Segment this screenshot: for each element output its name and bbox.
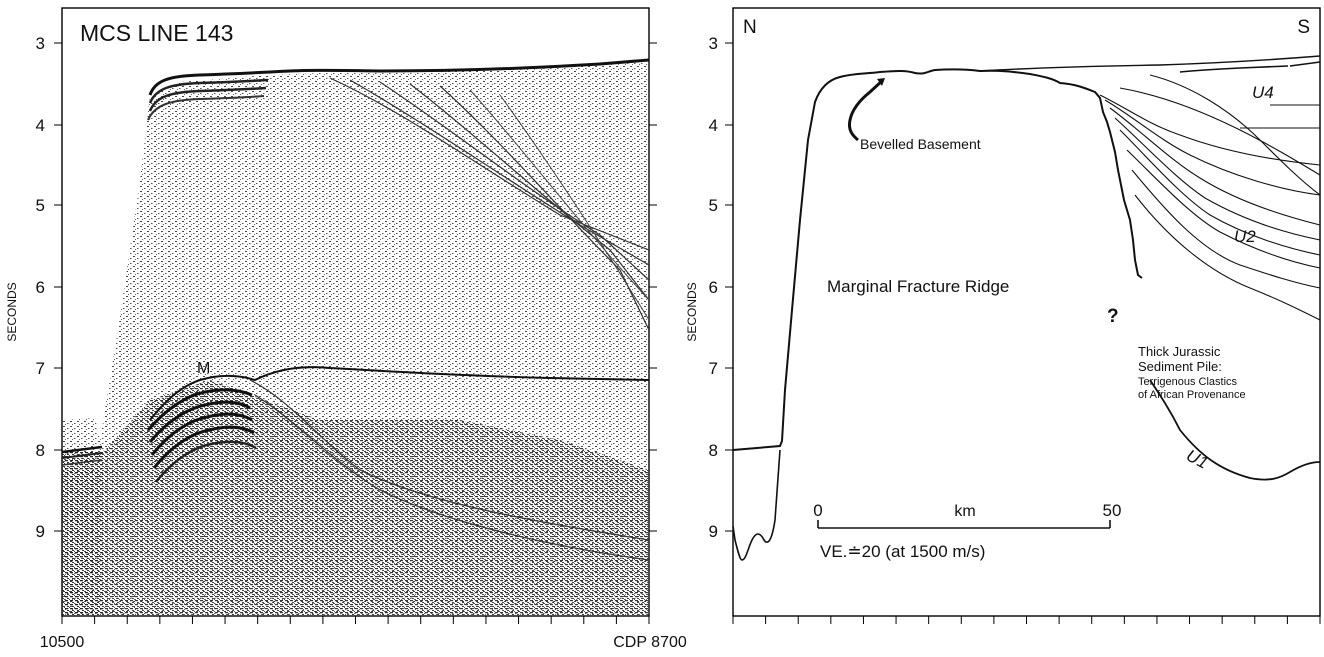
interp-y-tick-9: 9 (709, 522, 718, 541)
south-label: S (1297, 17, 1310, 38)
scale-bar-unit: km (954, 503, 975, 520)
seismic-y-axis-label: SECONDS (5, 282, 19, 341)
seismic-section-figure: MCS LINE 143 M SECONDS 3 4 5 6 7 8 (5, 7, 687, 651)
sediment-horizons (1099, 74, 1321, 321)
bevelled-basement-arrowhead (877, 78, 885, 86)
bevelled-basement-arrow (848, 78, 885, 142)
interp-y-axis-label: SECONDS (685, 282, 699, 341)
sediment-label-2: Sediment Pile: (1138, 359, 1222, 374)
seismic-x-start-label: 10500 (40, 634, 85, 651)
scale-bar (817, 520, 1111, 529)
interp-y-tick-4: 4 (709, 116, 718, 135)
interpretation-frame (732, 7, 1321, 617)
seismic-y-tick-4: 4 (36, 116, 45, 135)
seismic-x-end-label: CDP 8700 (613, 634, 687, 651)
seismic-y-tick-9: 9 (36, 522, 45, 541)
scale-bar-start: 0 (813, 501, 822, 520)
seismic-y-tick-3: 3 (36, 34, 45, 53)
seismic-reflections (62, 58, 649, 616)
interpretation-figure: SECONDS 3 4 5 6 7 8 9 N S (685, 7, 1321, 624)
seafloor-right (979, 55, 1321, 72)
sediment-label-4: of African Provenance (1138, 389, 1246, 401)
sediment-label-3: Terrigenous Clastics (1138, 376, 1238, 388)
left-basin-outline (732, 449, 781, 561)
u1-horizon (1149, 379, 1321, 481)
seismic-y-ticks (54, 42, 657, 532)
seismic-x-ticks (61, 616, 650, 624)
seismic-y-tick-8: 8 (36, 441, 45, 460)
north-label: N (743, 17, 757, 38)
u4-horizon (1179, 65, 1289, 73)
interpretation-panel: SECONDS 3 4 5 6 7 8 9 N S (680, 0, 1324, 657)
interp-y-tick-6: 6 (709, 278, 718, 297)
seismic-y-tick-7: 7 (36, 359, 45, 378)
unit-u2-label: U2 (1234, 227, 1256, 246)
question-mark-label: ? (1107, 306, 1119, 327)
scale-bar-end: 50 (1103, 501, 1122, 520)
interp-x-ticks (732, 616, 1321, 624)
ridge-label: Marginal Fracture Ridge (827, 277, 1009, 296)
unit-u4-label: U4 (1252, 83, 1274, 102)
interp-y-ticks (725, 42, 733, 532)
interp-y-tick-5: 5 (709, 196, 718, 215)
seismic-y-tick-6: 6 (36, 278, 45, 297)
interp-y-tick-8: 8 (709, 441, 718, 460)
seismic-y-tick-5: 5 (36, 196, 45, 215)
seismic-section-panel: MCS LINE 143 M SECONDS 3 4 5 6 7 8 (5, 7, 687, 651)
sediment-label-1: Thick Jurassic (1138, 344, 1221, 359)
seafloor-basement-outline (732, 68, 1143, 451)
seismic-title: MCS LINE 143 (80, 20, 233, 46)
interp-y-tick-3: 3 (709, 34, 718, 53)
bevelled-basement-label: Bevelled Basement (860, 136, 981, 152)
horizon-m-label: M (197, 360, 210, 377)
interp-y-tick-7: 7 (709, 359, 718, 378)
vertical-exaggeration-note: VE.≐20 (at 1500 m/s) (820, 542, 985, 561)
